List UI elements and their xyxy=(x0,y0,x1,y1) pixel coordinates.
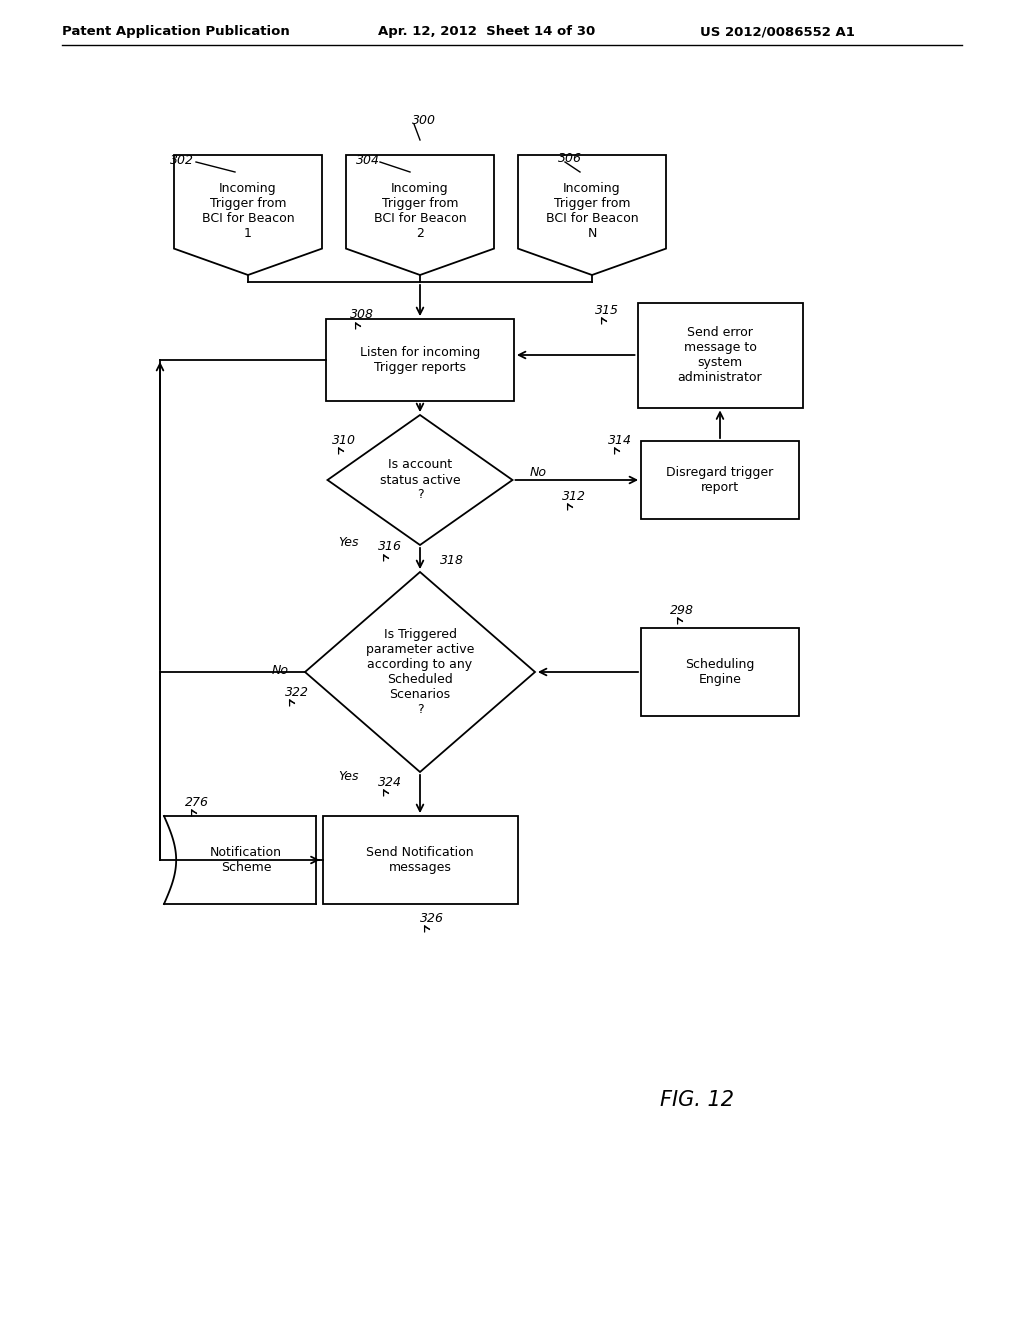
Bar xyxy=(638,302,803,408)
Text: No: No xyxy=(272,664,289,676)
Text: Send Notification
messages: Send Notification messages xyxy=(367,846,474,874)
Text: Yes: Yes xyxy=(338,536,358,549)
Bar xyxy=(641,441,799,519)
Text: Patent Application Publication: Patent Application Publication xyxy=(62,25,290,38)
Bar xyxy=(641,628,799,715)
Text: 315: 315 xyxy=(595,304,618,317)
Text: Yes: Yes xyxy=(338,771,358,784)
Text: 324: 324 xyxy=(378,776,402,788)
Bar xyxy=(164,816,316,904)
Text: Is Triggered
parameter active
according to any
Scheduled
Scenarios
?: Is Triggered parameter active according … xyxy=(366,628,474,715)
Text: 300: 300 xyxy=(412,114,436,127)
Text: 314: 314 xyxy=(608,433,632,446)
Text: Listen for incoming
Trigger reports: Listen for incoming Trigger reports xyxy=(359,346,480,374)
Text: Incoming
Trigger from
BCI for Beacon
2: Incoming Trigger from BCI for Beacon 2 xyxy=(374,182,466,240)
Polygon shape xyxy=(518,154,666,275)
Text: 322: 322 xyxy=(285,685,309,698)
Text: Incoming
Trigger from
BCI for Beacon
N: Incoming Trigger from BCI for Beacon N xyxy=(546,182,638,240)
Bar xyxy=(323,816,517,904)
Text: Is account
status active
?: Is account status active ? xyxy=(380,458,461,502)
Text: Send error
message to
system
administrator: Send error message to system administrat… xyxy=(678,326,762,384)
Text: 306: 306 xyxy=(558,152,582,165)
Text: 312: 312 xyxy=(562,490,586,503)
Text: Disregard trigger
report: Disregard trigger report xyxy=(667,466,773,494)
Text: 298: 298 xyxy=(670,603,694,616)
Text: Incoming
Trigger from
BCI for Beacon
1: Incoming Trigger from BCI for Beacon 1 xyxy=(202,182,294,240)
Text: 304: 304 xyxy=(356,153,380,166)
Text: 326: 326 xyxy=(420,912,444,924)
Text: 308: 308 xyxy=(350,309,374,322)
Polygon shape xyxy=(174,154,322,275)
Text: FIG. 12: FIG. 12 xyxy=(660,1090,734,1110)
Text: US 2012/0086552 A1: US 2012/0086552 A1 xyxy=(700,25,855,38)
Text: Scheduling
Engine: Scheduling Engine xyxy=(685,657,755,686)
Text: 316: 316 xyxy=(378,540,402,553)
Text: 318: 318 xyxy=(440,553,464,566)
Text: 310: 310 xyxy=(332,433,356,446)
Text: 276: 276 xyxy=(185,796,209,808)
Bar xyxy=(326,319,514,401)
Text: 302: 302 xyxy=(170,153,194,166)
Polygon shape xyxy=(305,572,535,772)
Polygon shape xyxy=(346,154,494,275)
Text: Notification
Scheme: Notification Scheme xyxy=(210,846,282,874)
Polygon shape xyxy=(328,414,512,545)
Text: Apr. 12, 2012  Sheet 14 of 30: Apr. 12, 2012 Sheet 14 of 30 xyxy=(378,25,595,38)
Text: No: No xyxy=(530,466,547,479)
